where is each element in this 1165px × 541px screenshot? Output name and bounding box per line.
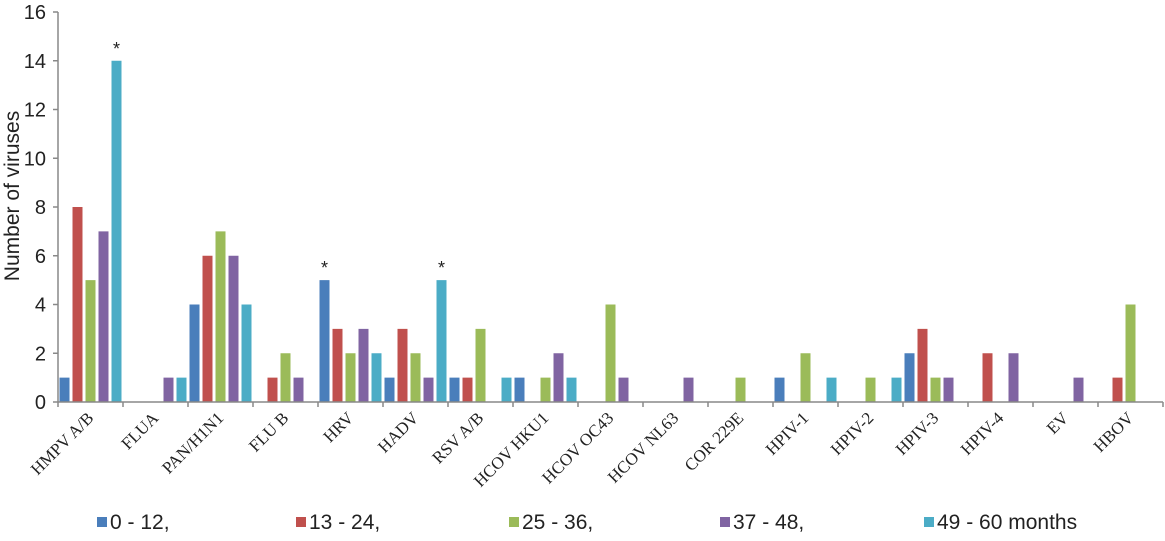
bar — [215, 231, 226, 402]
bar — [345, 353, 356, 402]
x-tick-label: EV — [1043, 408, 1073, 438]
x-tick-label: HADV — [374, 408, 423, 457]
x-tick-label: HPIV-1 — [762, 408, 812, 458]
bar — [241, 304, 252, 402]
y-tick-label: 10 — [24, 148, 46, 170]
y-axis-label: Number of viruses — [1, 111, 24, 281]
significance-marker: * — [321, 258, 328, 278]
bar — [85, 280, 96, 402]
bar — [384, 377, 395, 402]
bar — [735, 377, 746, 402]
bar — [930, 377, 941, 402]
bar — [501, 377, 512, 402]
bar — [774, 377, 785, 402]
bar — [228, 255, 239, 402]
bar — [436, 280, 447, 402]
bar — [904, 353, 915, 402]
bar — [176, 377, 187, 402]
x-tick-label: COR 229E — [681, 408, 748, 475]
y-tick-label: 14 — [24, 51, 46, 73]
bar — [566, 377, 577, 402]
bar — [683, 377, 694, 402]
bar — [397, 328, 408, 402]
y-tick-label: 12 — [24, 100, 46, 122]
bar — [189, 304, 200, 402]
significance-marker: * — [438, 258, 445, 278]
bar — [826, 377, 837, 402]
bar — [891, 377, 902, 402]
y-axis: 0 2 4 6 8 10 12 14 16 — [24, 2, 59, 414]
y-tick-label: 4 — [35, 295, 46, 317]
legend-label: 0 - 12, — [110, 511, 170, 534]
bars — [59, 60, 1136, 402]
bar — [410, 353, 421, 402]
bar — [982, 353, 993, 402]
legend-swatch — [720, 517, 730, 527]
bar — [319, 280, 330, 402]
x-tick-label: FLU B — [245, 408, 292, 455]
bar — [943, 377, 954, 402]
y-tick-label: 16 — [24, 2, 46, 24]
y-tick-label: 0 — [35, 392, 46, 414]
bar — [540, 377, 551, 402]
bar — [1112, 377, 1123, 402]
bar — [98, 231, 109, 402]
y-tick-label: 2 — [35, 343, 46, 365]
bar — [553, 353, 564, 402]
legend-label: 49 - 60 months — [937, 511, 1077, 534]
bar — [618, 377, 629, 402]
bar — [865, 377, 876, 402]
x-tick-label: RSV A/B — [428, 408, 487, 467]
bar — [202, 255, 213, 402]
bar — [332, 328, 343, 402]
legend-label: 25 - 36, — [522, 511, 593, 534]
legend: 0 - 12, 13 - 24, 25 - 36, 37 - 48, 49 - 60 m… — [97, 511, 1077, 534]
x-tick-label: PAN/H1N1 — [158, 408, 227, 477]
bar — [917, 328, 928, 402]
bar — [423, 377, 434, 402]
bar — [605, 304, 616, 402]
bar — [59, 377, 70, 402]
x-tick-label: HPIV-4 — [957, 408, 1008, 459]
bar — [1125, 304, 1136, 402]
bar — [111, 60, 122, 402]
bar — [280, 353, 291, 402]
legend-swatch — [924, 517, 934, 527]
x-tick-label: HBOV — [1090, 408, 1138, 456]
bar — [163, 377, 174, 402]
bar — [1073, 377, 1084, 402]
x-tick-label: HPIV-2 — [827, 408, 877, 458]
annotations: * * * — [113, 39, 445, 278]
legend-swatch — [97, 517, 107, 527]
bar — [1008, 353, 1019, 402]
x-tick-label: HRV — [319, 408, 357, 446]
bar — [514, 377, 525, 402]
x-tick-label: FLUA — [117, 408, 162, 453]
x-tick-label: HCOV NL63 — [604, 408, 682, 486]
bar — [72, 207, 83, 402]
legend-label: 13 - 24, — [309, 511, 380, 534]
bar — [358, 328, 369, 402]
bar — [293, 377, 304, 402]
bar — [462, 377, 473, 402]
significance-marker: * — [113, 39, 120, 59]
x-tick-label: HPIV-3 — [892, 408, 942, 458]
x-tick-label: HMPV A/B — [27, 408, 97, 478]
y-tick-label: 8 — [35, 197, 46, 219]
legend-swatch — [296, 517, 306, 527]
bar — [449, 377, 460, 402]
bar — [475, 328, 486, 402]
bar — [371, 353, 382, 402]
legend-swatch — [509, 517, 519, 527]
bar — [800, 353, 811, 402]
bar — [267, 377, 278, 402]
y-tick-label: 6 — [35, 246, 46, 268]
legend-label: 37 - 48, — [733, 511, 804, 534]
